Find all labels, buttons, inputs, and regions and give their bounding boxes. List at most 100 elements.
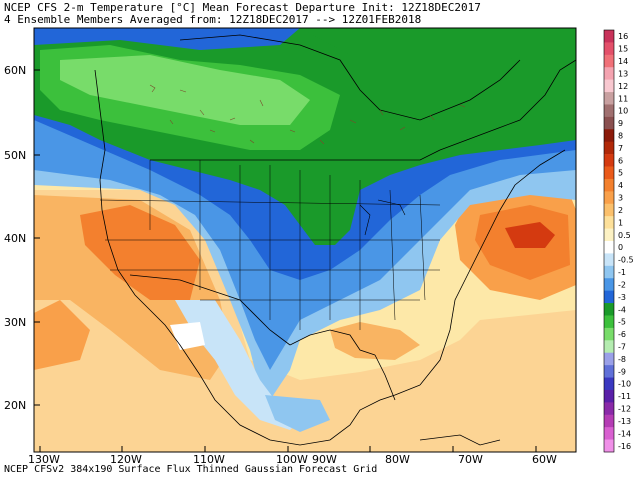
colorbar-swatch xyxy=(604,67,614,80)
lon-label-120w: 120W xyxy=(110,453,142,466)
colorbar-frame xyxy=(603,29,615,453)
colorbar-label: -16 xyxy=(618,442,631,451)
colorbar-swatch xyxy=(604,178,614,192)
lat-label-20n: 20N xyxy=(4,399,26,412)
lon-label-80w: 80W xyxy=(385,453,410,466)
colorbar-swatch xyxy=(604,303,614,316)
footer-note: NCEP CFSv2 384x190 Surface Flux Thinned … xyxy=(4,464,378,475)
colorbar-label: 10 xyxy=(618,107,628,116)
lon-label-100w: 100W xyxy=(276,453,308,466)
colorbar-label: -7 xyxy=(618,343,626,352)
colorbar-label: -8 xyxy=(618,355,626,364)
lat-label-50n: 50N xyxy=(4,149,26,162)
lakes xyxy=(149,84,466,236)
colorbar-label: -9 xyxy=(618,367,626,376)
map-frame xyxy=(33,27,577,453)
colorbar-swatch xyxy=(604,191,614,205)
colorbar-label: -2 xyxy=(618,280,626,289)
northern-green-strip xyxy=(300,28,576,60)
colorbar-swatch xyxy=(604,389,614,403)
colorbar-swatch xyxy=(604,79,614,93)
colorbar-label: -1 xyxy=(618,268,626,277)
caribbean-islands xyxy=(419,434,501,446)
canada-east-coast xyxy=(439,59,576,151)
east-coast xyxy=(419,149,566,386)
lon-label-90w: 90W xyxy=(312,453,337,466)
colorbar-swatch xyxy=(604,166,614,180)
colorbar-swatch xyxy=(604,154,614,167)
colorbar-swatch xyxy=(604,92,614,105)
warm-pacific-patch xyxy=(34,300,90,370)
colorbar-swatch xyxy=(604,265,614,279)
colorbar-swatch xyxy=(604,365,614,378)
colorbar-label: 11 xyxy=(618,94,628,103)
colorbar-swatch xyxy=(604,216,614,229)
axis-ticks xyxy=(34,69,537,452)
very-cold-light-patch xyxy=(60,55,310,125)
colorbar-swatch xyxy=(604,30,614,43)
colorbar-label: 15 xyxy=(618,45,628,54)
colorbar-swatch xyxy=(604,116,614,130)
colorbar-swatch xyxy=(604,253,614,267)
hot-southwest-core xyxy=(80,205,200,300)
colorbar-swatch xyxy=(604,439,614,453)
colorbar-label: 0.5 xyxy=(618,231,631,240)
colorbar-label: -3 xyxy=(618,293,626,302)
colorbar-swatch xyxy=(604,402,614,416)
lat-label-40n: 40N xyxy=(4,232,26,245)
mexico-us-border xyxy=(129,274,291,346)
colorbar-label: 2 xyxy=(618,206,623,215)
colorbar-label: 5 xyxy=(618,169,623,178)
colorbar-label: 3 xyxy=(618,194,623,203)
canada-us-border xyxy=(150,149,441,161)
colorbar-swatch xyxy=(604,129,614,143)
colorbar-label: 4 xyxy=(618,181,623,190)
colorbar-swatch xyxy=(604,42,614,56)
title-line-1: NCEP CFS 2-m Temperature [°C] Mean Forec… xyxy=(4,1,481,14)
colorbar-swatch xyxy=(604,315,614,329)
colorbar-label: -14 xyxy=(618,429,631,438)
colorbar-label: -11 xyxy=(618,392,631,401)
mexico-cool-core xyxy=(265,395,330,432)
colorbar-swatch xyxy=(604,340,614,354)
colorbar-swatch xyxy=(604,352,614,366)
lon-label-60w: 60W xyxy=(532,453,557,466)
lon-label-130w: 130W xyxy=(28,453,60,466)
colorbar: 16 15 14 13 12 11 10 9 8 7 6 5 4 3 2 1 0.5 0 -0.5 -1 -2 -3 -4 -… xyxy=(603,29,634,453)
colorbar-label: 6 xyxy=(618,156,623,165)
colorbar-label: 12 xyxy=(618,82,628,91)
gulf-warm-patch xyxy=(330,322,420,360)
colorbar-label: -13 xyxy=(618,417,631,426)
gulf-coast-north xyxy=(289,329,376,356)
colorbar-swatch xyxy=(604,141,614,155)
title-line-2: 4 Ensemble Members Averaged from: 12Z18D… xyxy=(4,13,422,26)
atlantic-hottest-core xyxy=(505,222,555,248)
colorbar-swatch xyxy=(604,327,614,341)
colorbar-swatch xyxy=(604,203,614,217)
colorbar-swatch xyxy=(604,414,614,428)
lon-label-110w: 110W xyxy=(193,453,225,466)
great-lakes xyxy=(359,199,406,236)
colorbar-label: -4 xyxy=(618,305,626,314)
colorbar-label: 0 xyxy=(618,243,623,252)
colorbar-swatch xyxy=(604,278,614,291)
colorbar-swatch xyxy=(604,290,614,304)
colorbar-swatch xyxy=(604,104,614,118)
colorbar-label: -0.5 xyxy=(618,256,634,265)
florida-coast xyxy=(374,354,396,401)
colorbar-label: -6 xyxy=(618,330,626,339)
colorbar-label: 14 xyxy=(618,57,628,66)
colorbar-label: -5 xyxy=(618,318,626,327)
colorbar-swatch xyxy=(604,241,614,254)
lat-label-30n: 30N xyxy=(4,316,26,329)
colorbar-swatch xyxy=(604,377,614,391)
colorbar-label: -12 xyxy=(618,405,631,414)
colorbar-label: 9 xyxy=(618,119,623,128)
colorbar-label: 1 xyxy=(618,218,623,227)
state-lines-vertical xyxy=(149,160,426,330)
northern-blue-strip xyxy=(34,28,300,50)
colorbar-swatch xyxy=(604,54,614,68)
lat-label-60n: 60N xyxy=(4,64,26,77)
west-and-gulf-coast xyxy=(94,69,421,446)
colorbar-label: 13 xyxy=(618,69,628,78)
